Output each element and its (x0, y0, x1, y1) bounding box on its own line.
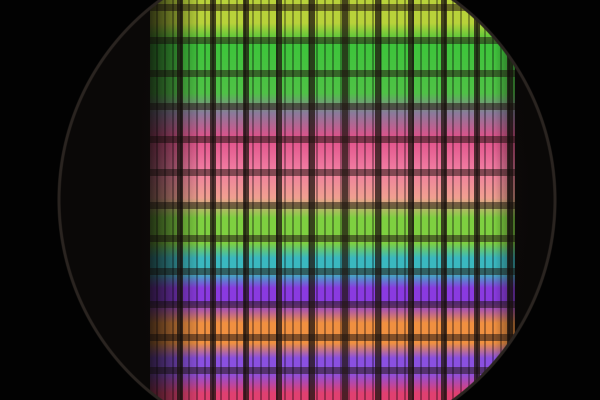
wafer-edge (0, 0, 600, 400)
photo-scene (0, 0, 600, 400)
